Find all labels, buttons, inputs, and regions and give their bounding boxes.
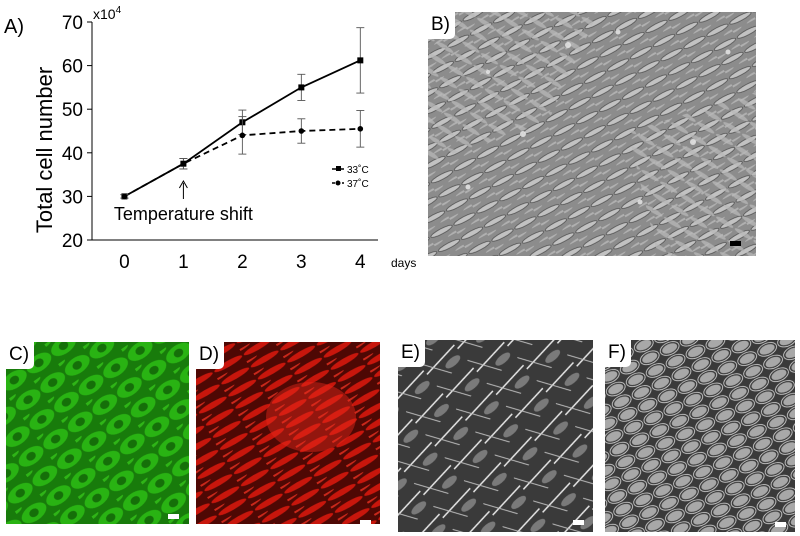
- y-axis-multiplier: x104: [93, 5, 122, 22]
- scale-bar: [168, 514, 179, 519]
- scale-bar: [573, 520, 584, 525]
- panel-d-micrograph: D): [196, 342, 380, 524]
- data-point: [121, 193, 128, 200]
- y-tick-label: 40: [62, 144, 83, 165]
- scale-bar: [360, 520, 371, 524]
- panel-b-label: B): [428, 12, 455, 39]
- x-tick-label: 0: [119, 252, 130, 273]
- panel-e-micrograph: E): [398, 340, 593, 532]
- x-tick-label: 4: [355, 252, 366, 273]
- data-point: [239, 132, 246, 139]
- legend-marker: [335, 180, 341, 186]
- data-point: [298, 128, 305, 134]
- y-tick-label: 50: [62, 100, 83, 121]
- cell-growth-chart: A) x104 Total cell number days 203040506…: [4, 5, 416, 273]
- x-tick-label: 2: [237, 252, 248, 273]
- x-tick-label: 3: [296, 252, 307, 273]
- panel-c-micrograph: C): [6, 342, 189, 524]
- grayscale-stain-image: [398, 340, 593, 532]
- phase-contrast-image: [428, 12, 756, 256]
- x-axis-label: days: [391, 256, 416, 270]
- panel-a-label: A): [4, 16, 24, 38]
- scale-bar: [775, 522, 786, 527]
- x-tick-label: 1: [178, 252, 189, 273]
- panel-f-micrograph: F): [605, 340, 795, 532]
- legend-label: 33˚C: [347, 164, 369, 176]
- panel-a-chart: A) x104 Total cell number days 20 30 40 50 6…: [0, 0, 430, 280]
- panel-e-label: E): [398, 340, 425, 367]
- panel-f-label: F): [605, 340, 631, 367]
- data-point: [298, 84, 305, 91]
- y-tick-label: 20: [62, 231, 83, 252]
- y-tick-label: 60: [62, 57, 83, 78]
- annotation-text: Temperature shift: [114, 204, 253, 224]
- data-point: [180, 160, 187, 167]
- panel-c-label: C): [6, 342, 35, 369]
- data-point: [357, 57, 364, 64]
- panel-d-label: D): [196, 342, 225, 369]
- y-tick-label: 70: [62, 13, 83, 34]
- legend-marker: [336, 166, 341, 171]
- y-tick-label: 30: [62, 187, 83, 208]
- scale-bar: [730, 241, 741, 246]
- annotation-arrowhead: [178, 179, 188, 189]
- panel-b-micrograph: B): [428, 12, 756, 256]
- red-fluorescence-image: [196, 342, 380, 524]
- y-axis-label: Total cell number: [32, 67, 57, 233]
- data-point: [357, 126, 364, 132]
- legend-label: 37˚C: [347, 178, 369, 190]
- green-fluorescence-image: [6, 342, 189, 524]
- grayscale-stain-image: [605, 340, 795, 532]
